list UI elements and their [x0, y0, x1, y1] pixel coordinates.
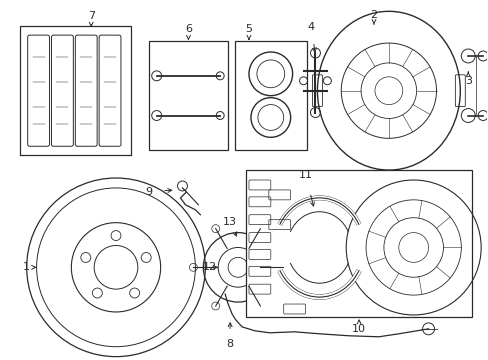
Bar: [20, 26, 131, 155]
Text: 10: 10: [351, 324, 366, 334]
Text: 5: 5: [245, 24, 252, 34]
Text: 4: 4: [307, 22, 314, 32]
Bar: [245, 170, 471, 317]
Text: 3: 3: [464, 76, 471, 86]
Text: 9: 9: [145, 187, 152, 197]
Text: 13: 13: [223, 217, 237, 227]
Text: 2: 2: [370, 10, 377, 20]
Text: 11: 11: [298, 170, 312, 180]
Text: 1: 1: [23, 262, 30, 272]
Text: 12: 12: [203, 262, 217, 272]
Text: 8: 8: [226, 339, 233, 349]
Text: 6: 6: [184, 24, 192, 34]
Bar: [235, 41, 306, 150]
Text: 7: 7: [87, 11, 95, 21]
Bar: [148, 41, 228, 150]
